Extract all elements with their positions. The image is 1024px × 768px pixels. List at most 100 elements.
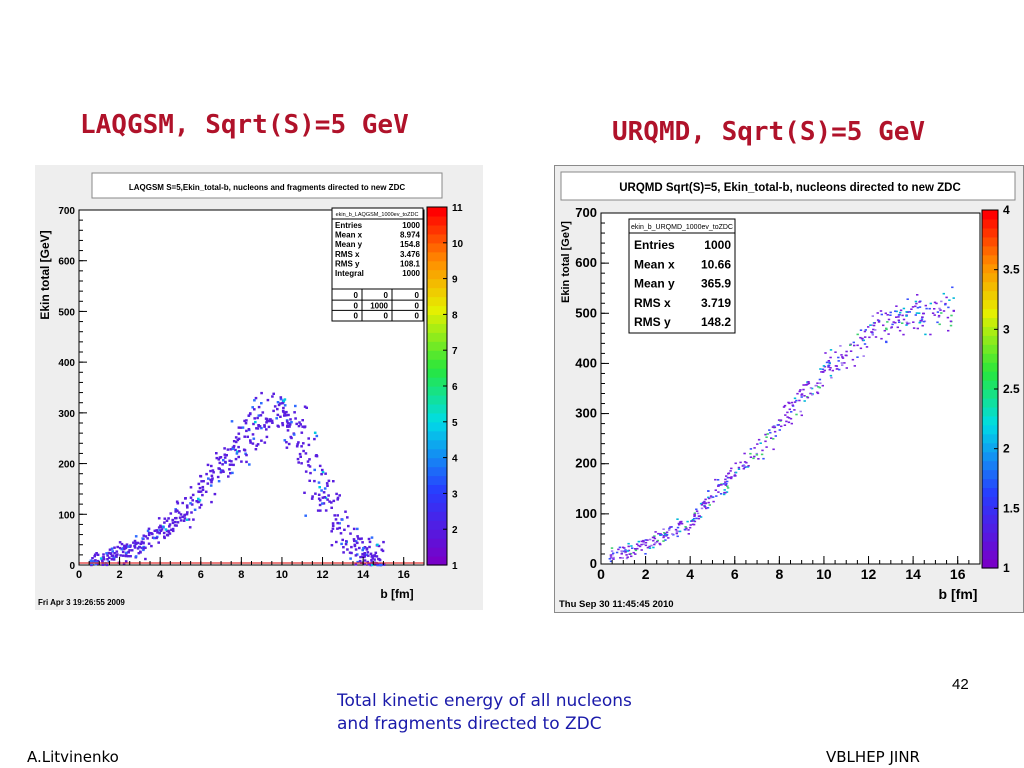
bin-cell [260,391,263,395]
bin-cell [128,549,131,552]
color-scale-segment [427,386,447,396]
stats-label: Entries [335,221,363,230]
bin-cell [219,469,223,472]
bin-cell [834,351,837,353]
histogram-title-box [91,172,443,199]
bin-cell [828,361,831,364]
bin-cell [344,510,347,513]
bin-cell [157,526,161,529]
bin-cell [358,537,362,541]
bin-cell [294,417,297,420]
bin-cell [212,471,215,474]
urqmd-histogram-panel: URQMD Sqrt(S)=5, Ekin_total-b, nucleons … [554,165,1024,613]
bin-cell [331,527,335,530]
bin-cell [667,537,670,539]
bin-cell [949,320,953,323]
bin-cell [827,366,830,368]
bin-cell [205,472,208,476]
bin-cell [184,497,187,500]
bin-cell [726,485,729,487]
stats-label: Integral [335,269,364,278]
bin-cell [724,481,727,483]
bin-cell [125,551,128,554]
bin-cell [802,388,805,391]
bin-cell [123,547,126,551]
bin-cell [790,401,794,404]
y-tick-label: 700 [58,206,75,217]
bin-cell [298,452,302,456]
bin-cell [914,305,917,308]
bin-cell [642,541,645,543]
bin-cell [197,490,200,493]
bin-cell [272,409,275,413]
color-scale-tick-label: 4 [1003,203,1010,217]
bin-cell [207,477,210,480]
color-scale-segment [982,505,998,515]
laqgsm-histogram: LAQGSM S=5,Ekin_total-b, nucleons and fr… [35,165,483,610]
bin-cell [171,521,175,525]
color-scale-segment [427,466,447,477]
bin-cell [299,455,302,458]
bin-cell [333,514,336,517]
bin-cell [753,447,756,449]
bin-cell [202,480,205,483]
bin-cell [167,517,170,520]
bin-cell [307,443,311,447]
bin-cell [334,518,338,521]
bin-cell [827,364,830,367]
bin-cell [153,529,157,532]
bin-cell [723,491,726,494]
bin-cell [314,492,317,495]
bin-cell [311,495,314,498]
bin-cell [268,419,272,423]
bin-cell [739,461,742,464]
bin-cell [252,437,256,440]
bin-cell [157,517,161,520]
bin-cell [260,439,263,442]
bin-cell [867,326,870,328]
bin-cell [340,542,343,546]
bin-cell [872,328,875,331]
bin-cell [863,343,867,345]
bin-cell [894,321,897,324]
bin-cell [894,310,897,312]
bin-cell [282,406,285,410]
bin-cell [656,539,659,542]
bin-cell [841,364,844,366]
bin-cell [667,529,671,531]
bin-cell [901,322,904,324]
bin-cell [820,371,823,373]
color-scale-segment [982,353,998,363]
bin-cell [178,516,182,519]
bin-cell [198,486,202,490]
stats-name: ekin_b_LAQGSM_1000ev_toZDC [336,212,419,218]
bin-cell [175,524,178,527]
bin-cell [318,486,321,489]
bin-cell [697,515,701,517]
color-scale-segment [427,207,447,217]
bin-cell [196,500,200,504]
bin-cell [887,318,891,321]
bin-cell [704,498,707,501]
bin-cell [753,455,756,458]
x-tick-label: 16 [950,566,966,582]
color-scale-segment [427,269,447,280]
bin-cell [171,527,175,531]
bin-cell [759,442,762,444]
color-scale-segment [427,224,447,235]
stats-name: ekin_b_URQMD_1000ev_toZDC [631,224,733,231]
bin-cell [367,562,370,566]
bin-cell [226,448,230,451]
color-scale-segment [982,442,998,453]
bin-cell [232,444,236,448]
bin-cell [182,519,186,522]
color-scale-tick-label: 11 [452,203,463,214]
stats-label: RMS x [634,296,671,310]
bin-cell [225,454,228,457]
bin-cell [217,458,221,461]
color-scale-segment [427,278,447,289]
bin-cell [112,558,116,561]
bin-cell [807,381,810,383]
bin-cell [644,544,648,547]
stats-label: Mean y [634,277,675,291]
